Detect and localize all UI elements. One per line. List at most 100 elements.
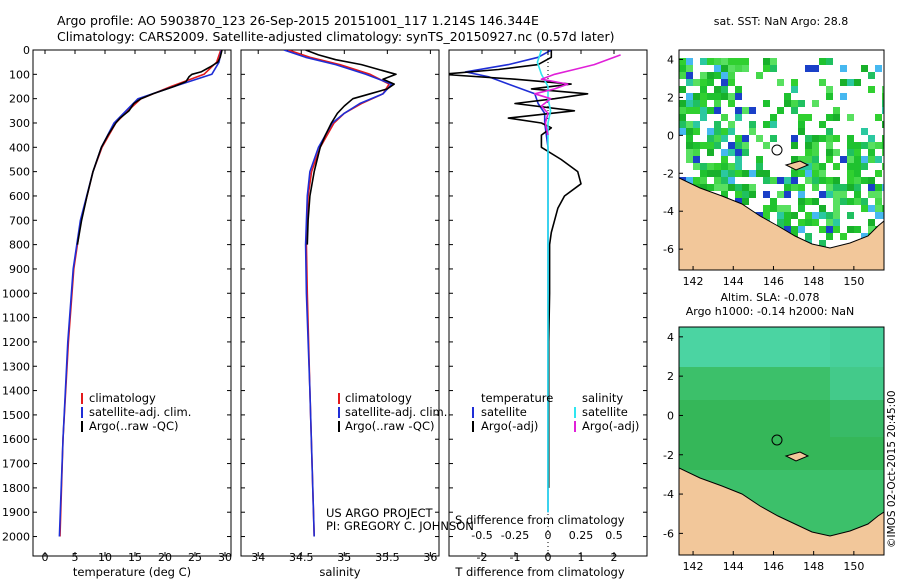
sst-cell [805,142,812,149]
sst-cell [770,205,777,212]
sst-cell [714,184,721,191]
sst-cell [854,226,861,233]
series-line-climatology [288,50,390,537]
series-line-argo-raw-qc [76,50,223,245]
sst-cell [833,226,840,233]
salinity-lines [283,50,397,537]
temperature-lines [58,50,223,537]
sst-cell [798,100,805,107]
sst-cell [882,142,884,149]
sst-cell [742,65,749,72]
sst-cell [700,142,707,149]
legend-label: climatology [89,391,156,405]
sst-cell [805,149,812,156]
x-tick-label: 34 [251,551,265,564]
sst-cell [840,198,847,205]
sst-cell [693,142,700,149]
sst-cell [819,163,826,170]
sst-cell [805,135,812,142]
sst-cell [868,86,875,93]
legend-label: satellite-adj. clim. [89,405,191,419]
sst-cell [812,219,819,226]
sst-cell [756,170,763,177]
sst-cell [700,170,707,177]
sst-cell [763,100,770,107]
sst-cell [805,177,812,184]
sst-cell [798,170,805,177]
sst-cell [840,156,847,163]
sst-cell [805,114,812,121]
sst-cell [826,156,833,163]
sst-cell [721,79,728,86]
sst-cell [854,79,861,86]
map-y-tick-label: -6 [663,243,674,256]
sst-cell [840,65,847,72]
sst-cell [875,191,882,198]
depth-tick-label: 400 [9,141,30,154]
sst-land [679,177,884,270]
sst-cell [721,177,728,184]
sst-cell [686,149,693,156]
depth-tick-label: 1700 [2,458,30,471]
sst-cell [833,184,840,191]
map-y-tick-label: -4 [663,205,674,218]
map-y-tick-label: 2 [667,91,674,104]
difference-lines [449,50,621,556]
sst-cell [763,205,770,212]
map-y-tick-label: 4 [667,53,674,66]
sst-cell [798,198,805,205]
sst-cell [784,93,791,100]
sst-cell [819,121,826,128]
sst-cell [728,100,735,107]
sst-cell [861,128,868,135]
map-x-tick-label: 144 [723,275,744,288]
sst-cell [861,156,868,163]
sst-cell [686,128,693,135]
sst-cell [693,149,700,156]
sst-cell [798,128,805,135]
sst-cell [679,72,686,79]
sst-cell [714,135,721,142]
sst-cell [714,177,721,184]
legend-title-salinity: salinity [582,391,623,405]
sst-cell [826,191,833,198]
sst-cell [700,163,707,170]
sst-cell [721,65,728,72]
sst-cell [728,121,735,128]
sst-cell [847,212,854,219]
sst-cell [770,177,777,184]
sst-cell [875,156,882,163]
sst-cell [833,191,840,198]
sst-cell [791,212,798,219]
sst-cell [714,107,721,114]
sst-cell [882,212,884,219]
x-tick-label: 5 [72,551,79,564]
sst-cell [777,212,784,219]
sst-cell [735,191,742,198]
sst-cell [735,163,742,170]
sst-cell [714,65,721,72]
map-y-tick-label: -6 [663,527,674,540]
depth-tick-label: 500 [9,166,30,179]
sst-cell [686,93,693,100]
sst-cell [812,212,819,219]
sst-cell [735,149,742,156]
sst-cell [735,184,742,191]
map-x-tick-label: 142 [683,560,704,573]
depth-tick-label: 0 [23,44,30,57]
sst-cell [763,177,770,184]
sst-cell [714,86,721,93]
sst-cell [840,233,847,240]
sst-cell [693,100,700,107]
sst-cell [742,170,749,177]
sst-cell [679,100,686,107]
sst-cell [777,191,784,198]
sst-cell [812,135,819,142]
sst-cell [812,100,819,107]
timestamp: ©IMOS 02-Oct-2015 20:45:00 [886,390,898,548]
s-diff-tick-label: -0.5 [471,529,492,542]
x-tick-label: 30 [218,551,232,564]
sst-cell [847,149,854,156]
sst-cell [784,191,791,198]
sst-cell [770,121,777,128]
